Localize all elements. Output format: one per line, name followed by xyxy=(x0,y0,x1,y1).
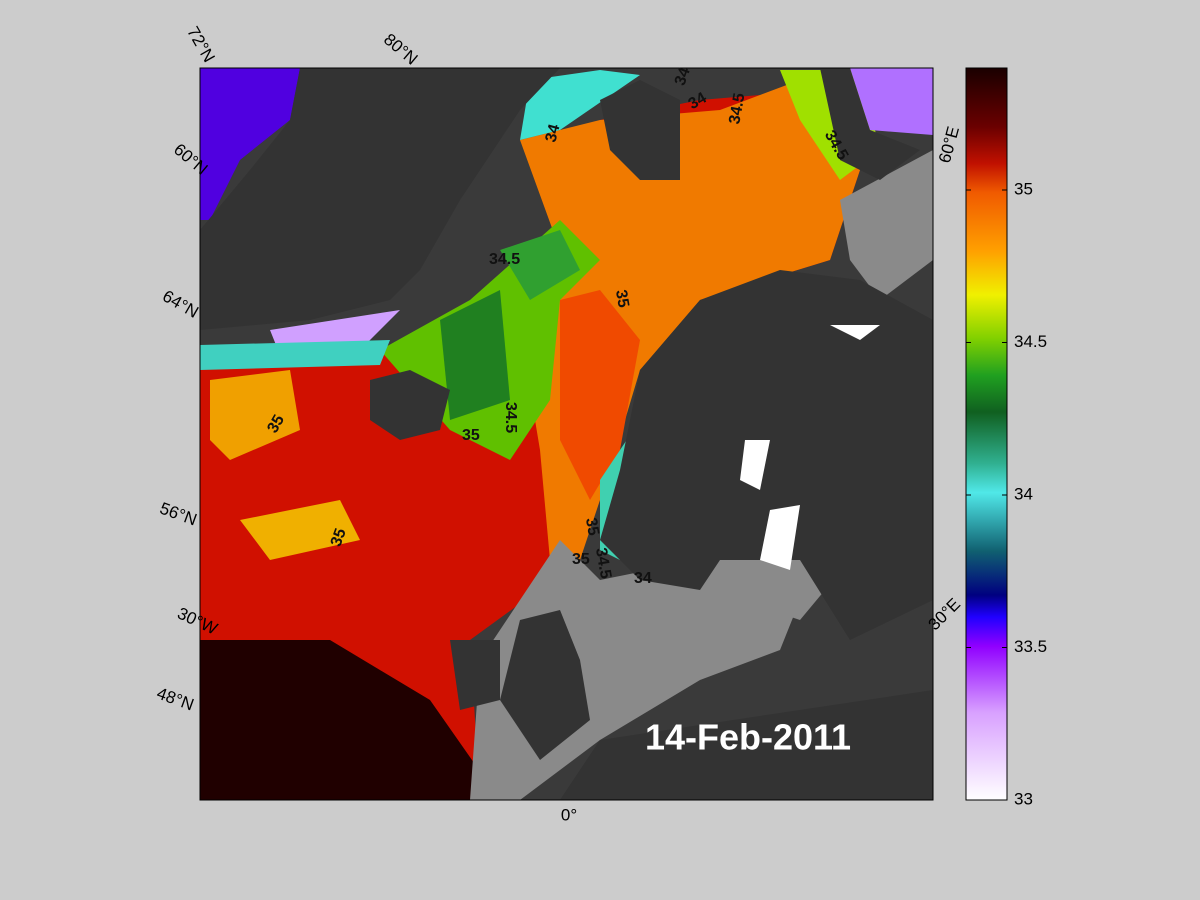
ice xyxy=(760,505,800,570)
ocean-dark-green xyxy=(440,290,510,420)
graticule-label: 48°N xyxy=(154,684,196,715)
contour-label: 34.5 xyxy=(726,92,748,126)
land-europe xyxy=(560,690,933,800)
contour-label: 35 xyxy=(264,412,288,436)
ocean-purple xyxy=(200,68,300,220)
graticule-label: 64°N xyxy=(159,286,201,321)
graticule-label: 80°N xyxy=(380,30,421,69)
ocean-deep-red xyxy=(200,640,500,800)
graticule-label: 72°N xyxy=(183,23,218,65)
ocean-cyan xyxy=(200,340,390,370)
land-novaya-zemlya xyxy=(820,68,920,180)
colorbar-tick-label: 35 xyxy=(1014,179,1033,198)
colorbar-tick-label: 33.5 xyxy=(1014,637,1047,656)
land-ireland xyxy=(450,640,500,710)
land-greenland xyxy=(200,68,560,330)
ocean-orange xyxy=(210,370,300,460)
contour-label: 34.5 xyxy=(592,546,614,580)
graticule-label: 56°N xyxy=(157,499,199,530)
ice xyxy=(830,325,880,340)
ocean-red-orange xyxy=(560,290,640,500)
graticule-label: 60°E xyxy=(935,124,963,165)
contour-label: 35 xyxy=(612,288,632,309)
contour-label: 34.5 xyxy=(502,402,519,433)
map-area xyxy=(200,68,933,800)
ocean-lavender xyxy=(850,68,933,135)
colorbar-tick-label: 33 xyxy=(1014,789,1033,808)
land-svalbard xyxy=(600,80,680,180)
contour-label: 34 xyxy=(543,122,564,144)
colorbar-tick-label: 34 xyxy=(1014,484,1033,503)
contour-label: 34 xyxy=(686,89,710,113)
land-iceland xyxy=(370,370,450,440)
date-label: 14-Feb-2011 xyxy=(645,717,851,758)
ocean-dark-green xyxy=(500,230,580,300)
graticule-label: 0° xyxy=(561,805,577,824)
colorbar xyxy=(965,67,1008,801)
contour-label: 35 xyxy=(582,516,602,537)
contour-label: 34 xyxy=(634,570,652,587)
ocean-orange xyxy=(240,500,360,560)
ocean-cyan xyxy=(520,70,640,140)
contour-label: 34 xyxy=(672,65,694,88)
contour-label: 35 xyxy=(462,427,480,444)
ice xyxy=(740,440,770,490)
contour-label: 35 xyxy=(572,551,590,568)
shelf-barents xyxy=(840,150,933,300)
contour-label: 35 xyxy=(328,526,350,549)
land-britain xyxy=(500,610,590,760)
colorbar-tick-label: 34.5 xyxy=(1014,332,1047,351)
map-frame xyxy=(199,67,934,801)
contour-label: 34.5 xyxy=(489,251,520,268)
